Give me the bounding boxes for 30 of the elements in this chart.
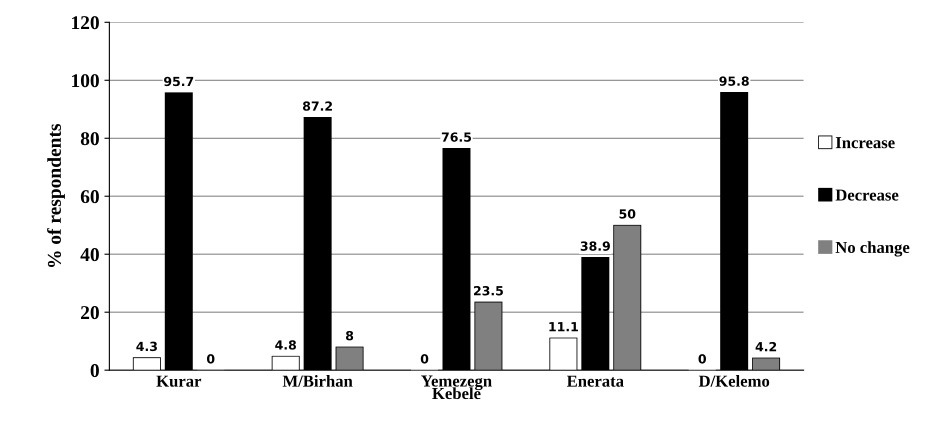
y-tick-label: 20 xyxy=(81,306,99,320)
y-tick-label: 100 xyxy=(72,74,99,88)
data-label: 4.8 xyxy=(275,340,296,350)
y-tick-label: 60 xyxy=(80,190,99,204)
y-tick-label: 40 xyxy=(80,248,99,262)
x-tick-label: Kurar xyxy=(156,376,202,387)
y-tick-label: 0 xyxy=(90,364,99,378)
data-label: 23.5 xyxy=(474,286,503,296)
y-tick-label: 120 xyxy=(72,16,99,30)
data-label: 4.2 xyxy=(756,342,776,352)
legend-label: No change xyxy=(836,241,910,257)
data-label: 95.7 xyxy=(164,76,194,86)
x-tick-label: Enerata xyxy=(566,376,624,387)
y-tick-label: 80 xyxy=(80,132,99,146)
x-tick-label: D/Kelemo xyxy=(698,375,770,387)
data-label: 4.3 xyxy=(136,342,157,352)
legend-label: Increase xyxy=(836,137,895,148)
data-label: 76.5 xyxy=(442,132,472,142)
data-label: 0 xyxy=(698,354,706,364)
y-axis-title: % of respondents xyxy=(47,124,65,267)
data-label: 11.1 xyxy=(549,322,578,332)
data-label: 50 xyxy=(620,209,636,219)
legend-label: Decrease xyxy=(836,190,898,201)
data-label: 38.9 xyxy=(580,241,610,251)
data-label: 0 xyxy=(206,354,214,364)
data-label: 8 xyxy=(346,330,354,340)
data-label: 95.8 xyxy=(719,76,749,86)
data-label: 87.2 xyxy=(302,101,332,111)
x-tick-label: M/Birhan xyxy=(282,375,353,387)
data-label: 0 xyxy=(420,354,428,364)
